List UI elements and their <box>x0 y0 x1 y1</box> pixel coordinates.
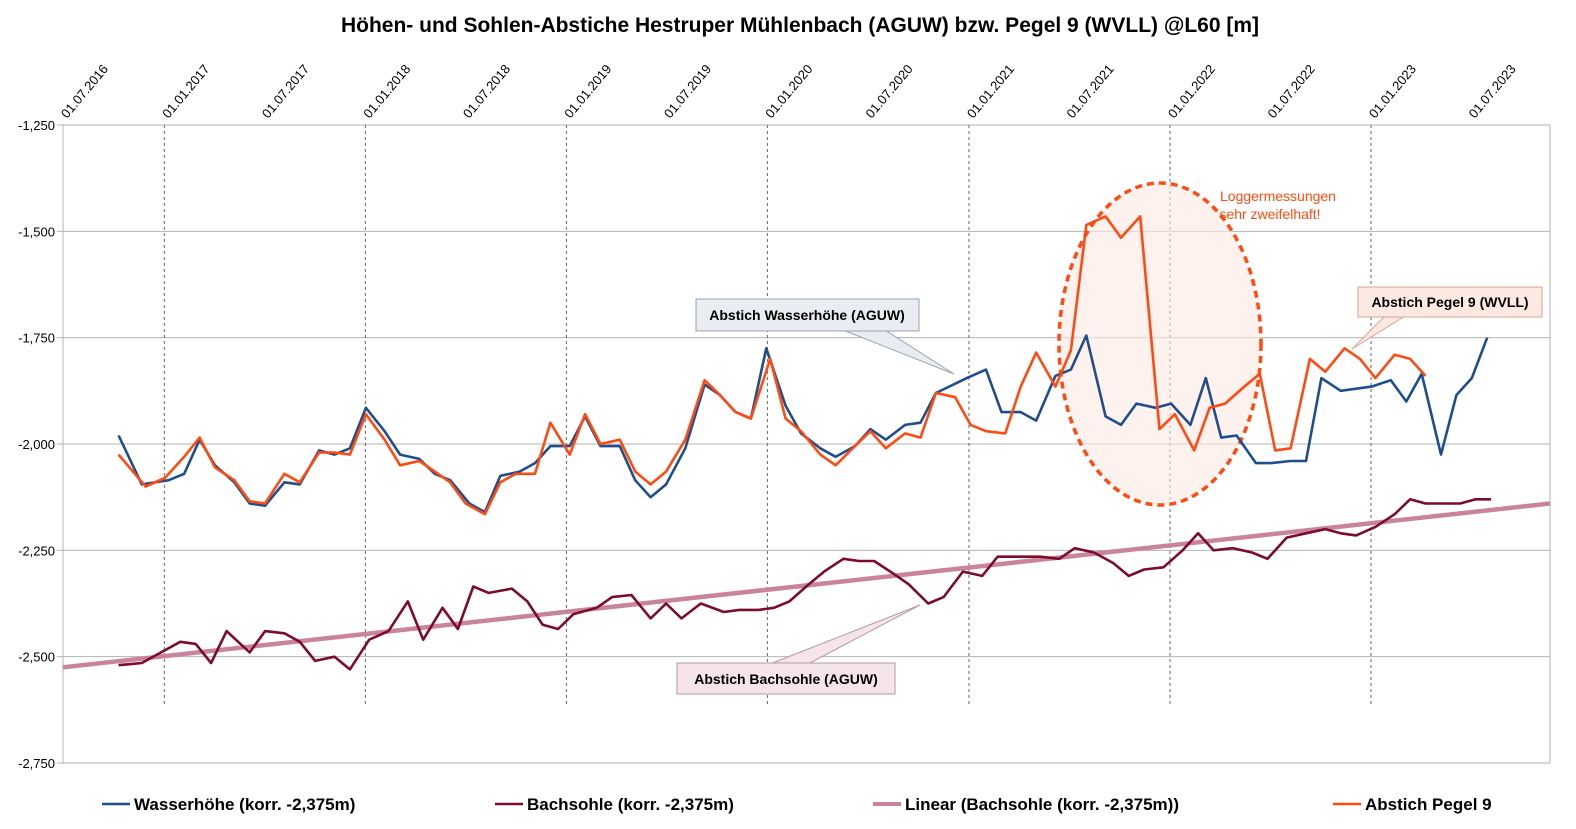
callout-wasserhoehe-pointer <box>842 329 955 375</box>
x-tick-label: 01.01.2023 <box>1366 61 1419 120</box>
x-tick-label: 01.01.2020 <box>762 61 815 120</box>
doubtful-measurements-ellipse <box>1057 181 1263 507</box>
legend-label: Wasserhöhe (korr. -2,375m) <box>134 795 355 814</box>
series-line-3 <box>117 215 1427 516</box>
callout-pegel9: Abstich Pegel 9 (WVLL) <box>1351 286 1543 350</box>
note-line-1: Loggermessungen <box>1220 188 1336 204</box>
callout-bachsohle: Abstich Bachsohle (AGUW) <box>676 604 921 695</box>
x-tick-label: 01.01.2017 <box>159 61 212 120</box>
y-tick-label: -2,250 <box>18 543 55 558</box>
x-tick-label: 01.07.2020 <box>862 61 915 120</box>
x-tick-label: 01.01.2021 <box>964 61 1017 120</box>
x-tick-label: 01.07.2022 <box>1264 61 1317 120</box>
x-tick-label: 01.07.2019 <box>661 61 714 120</box>
series-layer <box>62 215 1551 671</box>
chart-title: Höhen- und Sohlen-Abstiche Hestruper Müh… <box>341 14 1259 37</box>
callout-wasserhoehe: Abstich Wasserhöhe (AGUW) <box>695 298 955 375</box>
x-tick-label: 01.07.2016 <box>58 61 111 120</box>
y-tick-label: -1,250 <box>18 118 55 133</box>
x-tick-label: 01.07.2018 <box>460 61 513 120</box>
x-tick-label: 01.01.2019 <box>561 61 614 120</box>
series-line-0 <box>117 334 1489 514</box>
x-tick-label: 01.07.2021 <box>1063 61 1116 120</box>
legend-label: Linear (Bachsohle (korr. -2,375m)) <box>905 795 1179 814</box>
y-tick-label: -2,500 <box>18 650 55 665</box>
callout-bachsohle-text: Abstich Bachsohle (AGUW) <box>694 671 878 687</box>
legend: Wasserhöhe (korr. -2,375m) Bachsohle (kor… <box>102 795 1492 814</box>
callout-wasserhoehe-box <box>695 298 920 332</box>
x-tick-label: 01.07.2017 <box>259 61 312 120</box>
legend-label: Abstich Pegel 9 <box>1365 795 1492 814</box>
y-tick-label: -1,750 <box>18 331 55 346</box>
note-line-2: sehr zweifelhaft! <box>1219 206 1320 222</box>
callout-bachsohle-pointer <box>769 604 921 665</box>
callout-wasserhoehe-text: Abstich Wasserhöhe (AGUW) <box>709 307 905 323</box>
x-tick-label: 01.07.2023 <box>1466 61 1519 120</box>
y-tick-label: -2,000 <box>18 437 55 452</box>
x-tick-label: 01.01.2018 <box>360 61 413 120</box>
series-line-1 <box>118 497 1492 671</box>
callout-bachsohle-box <box>676 662 896 695</box>
y-tick-label: -2,750 <box>18 756 55 771</box>
callout-pegel9-text: Abstich Pegel 9 (WVLL) <box>1371 294 1528 310</box>
x-tick-label: 01.01.2022 <box>1165 61 1218 120</box>
y-tick-label: -1,500 <box>18 224 55 239</box>
callout-pegel9-box <box>1357 286 1543 318</box>
legend-label: Bachsohle (korr. -2,375m) <box>527 795 734 814</box>
callout-pegel9-pointer <box>1351 315 1407 350</box>
